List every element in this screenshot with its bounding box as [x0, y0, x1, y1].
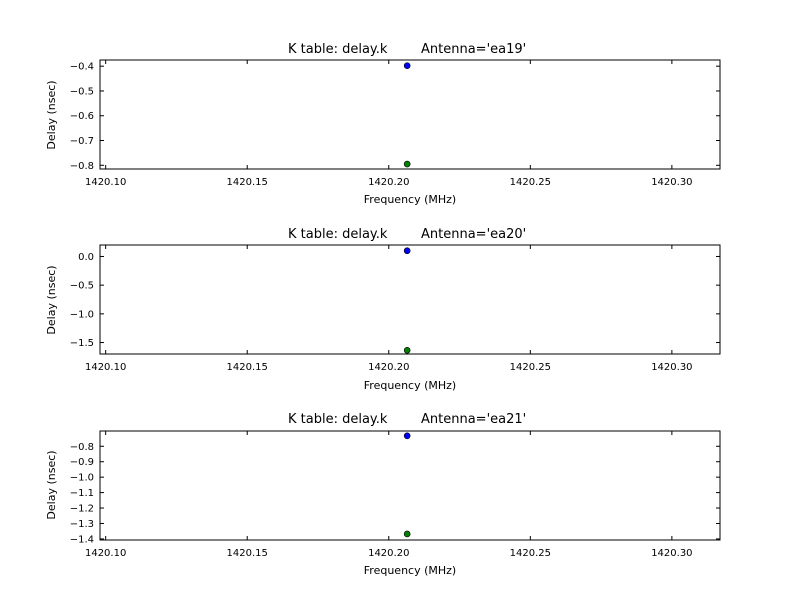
plot-title-left: K table: delay.k — [288, 412, 388, 427]
x-axis-label: Frequency (MHz) — [364, 193, 456, 206]
y-axis-label: Delay (nsec) — [45, 450, 58, 519]
x-tick-label: 1420.25 — [510, 548, 551, 559]
y-axis-label: Delay (nsec) — [45, 80, 58, 149]
y-tick-label: −1.0 — [70, 309, 94, 320]
data-point — [403, 62, 411, 69]
y-tick-label: −0.9 — [70, 457, 94, 468]
y-tick-label: −1.1 — [70, 488, 94, 499]
x-tick-label: 1420.20 — [368, 177, 409, 188]
plot-title-left: K table: delay.k — [288, 227, 388, 242]
plot-area: 1420.10 1420.15 1420.20 1420.25 1420.30 −0.8 −… — [70, 430, 721, 559]
plot-area: 1420.10 1420.15 1420.20 1420.25 1420.30 −0.4 −… — [70, 59, 721, 188]
y-tick-label: −1.5 — [70, 338, 94, 349]
y-tick-label: −1.0 — [70, 473, 94, 484]
subplot-ea19: K table: delay.k Antenna='ea19' 1420.10 1… — [45, 42, 721, 206]
plot-title-right: Antenna='ea21' — [421, 412, 526, 427]
subplot-ea21: K table: delay.k Antenna='ea21' 1420.10 1… — [45, 412, 721, 577]
y-axis-label: Delay (nsec) — [45, 265, 58, 334]
x-tick-label: 1420.10 — [85, 362, 126, 373]
x-tick-label: 1420.10 — [85, 548, 126, 559]
x-tick-label: 1420.15 — [227, 177, 268, 188]
y-tick-label: −1.4 — [70, 534, 94, 545]
y-tick-label: −0.4 — [70, 62, 94, 73]
axes-frame — [99, 244, 721, 355]
data-point — [403, 432, 411, 440]
data-point — [403, 247, 411, 255]
y-tick-label: −0.5 — [70, 281, 94, 292]
data-point — [403, 530, 411, 538]
y-tick-label: −0.8 — [70, 442, 94, 453]
plot-title-right: Antenna='ea20' — [421, 227, 526, 242]
y-tick-label: −1.3 — [70, 519, 94, 530]
axes-frame — [99, 59, 721, 170]
x-tick-label: 1420.25 — [510, 362, 551, 373]
y-tick-label: −1.2 — [70, 504, 94, 515]
data-point — [403, 160, 411, 168]
x-tick-label: 1420.20 — [368, 548, 409, 559]
x-axis-label: Frequency (MHz) — [364, 564, 456, 577]
x-tick-label: 1420.30 — [651, 362, 692, 373]
plot-area: 1420.10 1420.15 1420.20 1420.25 1420.30 0.0 −0… — [70, 244, 721, 373]
x-tick-label: 1420.15 — [227, 548, 268, 559]
x-tick-label: 1420.30 — [651, 177, 692, 188]
x-tick-label: 1420.10 — [85, 177, 126, 188]
data-point — [403, 346, 411, 354]
plot-title-right: Antenna='ea19' — [421, 42, 526, 57]
x-axis-label: Frequency (MHz) — [364, 379, 456, 392]
y-tick-label: −0.8 — [70, 161, 94, 172]
plot-title-left: K table: delay.k — [288, 42, 388, 57]
y-tick-label: −0.5 — [70, 86, 94, 97]
x-tick-label: 1420.30 — [651, 548, 692, 559]
y-tick-label: 0.0 — [78, 252, 94, 263]
y-tick-label: −0.6 — [70, 111, 94, 122]
axes-frame — [99, 430, 721, 541]
y-tick-label: −0.7 — [70, 136, 94, 147]
subplot-ea20: K table: delay.k Antenna='ea20' 1420.10 1… — [45, 227, 721, 392]
x-tick-label: 1420.20 — [368, 362, 409, 373]
x-tick-label: 1420.25 — [510, 177, 551, 188]
x-tick-label: 1420.15 — [227, 362, 268, 373]
